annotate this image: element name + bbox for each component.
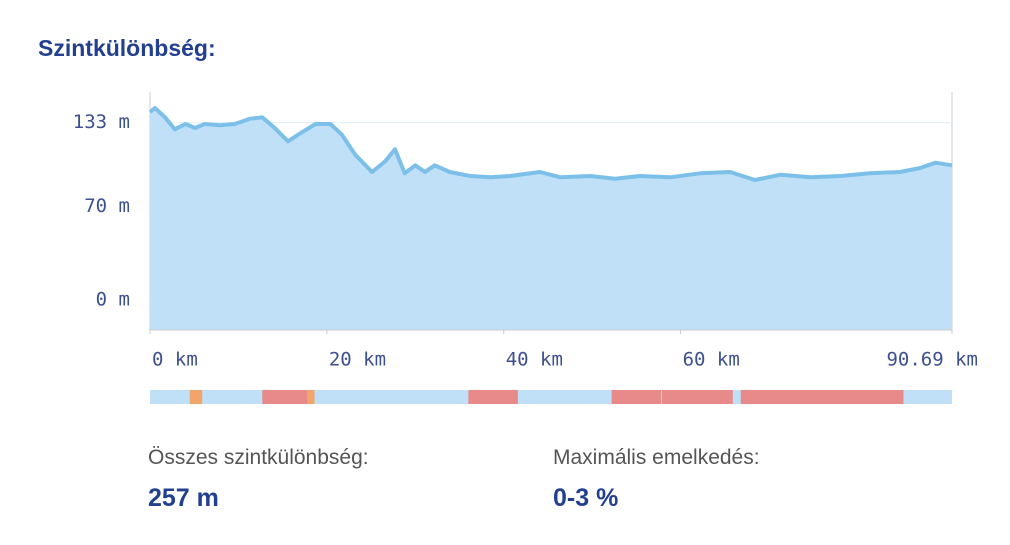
- stat-value: 257 m: [148, 484, 219, 512]
- x-tick-label: 60 km: [683, 349, 740, 371]
- elevation-line: [148, 106, 953, 182]
- x-tick-label: 0 km: [152, 349, 198, 371]
- y-tick-label: 133 m: [73, 111, 130, 133]
- grade-segment: [740, 390, 904, 404]
- section-title: Szintkülönbség:: [38, 35, 216, 61]
- grade-segment: [189, 390, 203, 404]
- grade-segment: [468, 390, 518, 404]
- grade-segment: [611, 390, 662, 404]
- grade-segment: [262, 390, 308, 404]
- y-tick-label: 0 m: [96, 289, 130, 311]
- x-tick-label: 40 km: [506, 349, 563, 371]
- stat-value: 0-3 %: [553, 484, 618, 512]
- y-tick-label: 70 m: [84, 195, 130, 217]
- x-tick-label: 90.69 km: [886, 349, 978, 371]
- stat-label: Maximális emelkedés:: [553, 446, 760, 469]
- x-tick-label: 20 km: [329, 349, 386, 371]
- elevation-area: [150, 108, 952, 330]
- grade-segment: [662, 390, 733, 404]
- grade-segment: [307, 390, 315, 404]
- stat-label: Összes szintkülönbség:: [148, 446, 369, 469]
